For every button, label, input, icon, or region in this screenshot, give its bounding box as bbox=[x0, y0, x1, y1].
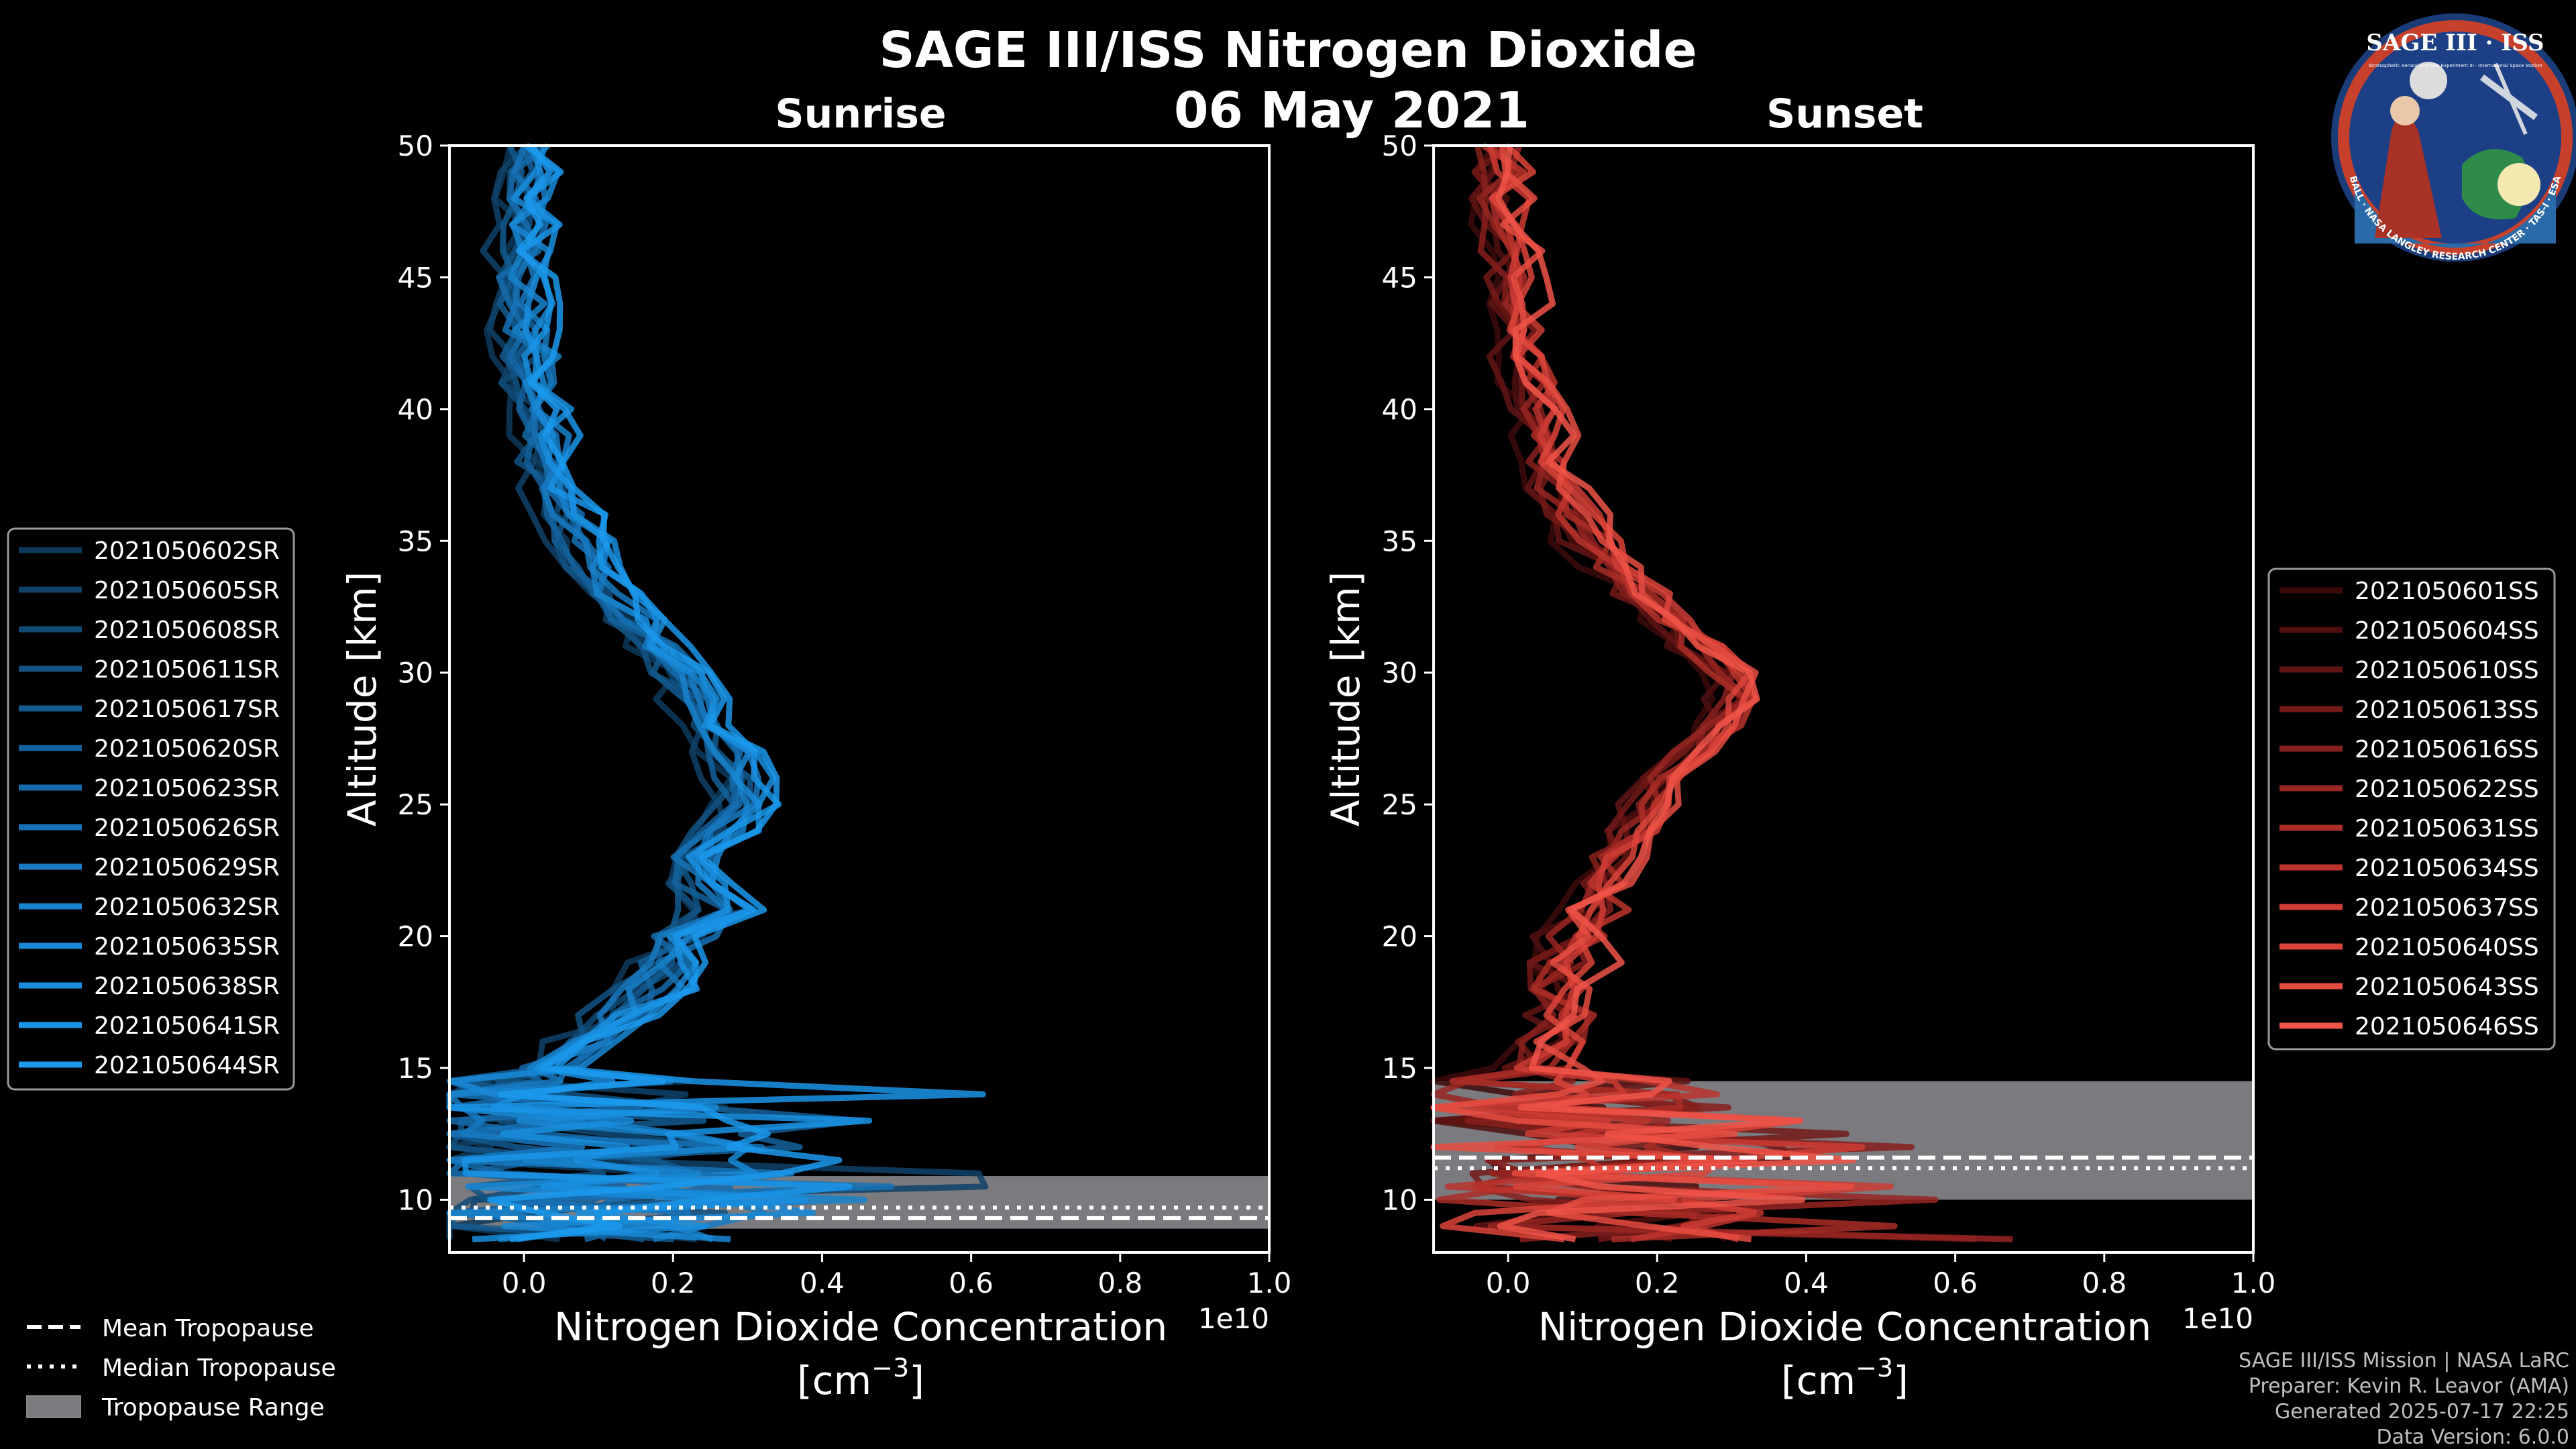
profile-line-2021050644SR bbox=[487, 144, 843, 1242]
profile-line-2021050641SR bbox=[446, 143, 986, 1242]
legend-label-2021050601SS: 2021050601SS bbox=[2355, 578, 2539, 605]
legend-label-2021050622SS: 2021050622SS bbox=[2355, 775, 2539, 803]
legend-label-2021050629SR: 2021050629SR bbox=[94, 854, 280, 881]
sunrise-legend: 2021050602SR 2021050605SR 2021050608SR 2021… bbox=[7, 527, 295, 1091]
x-tick-label: 0.4 bbox=[800, 1267, 845, 1299]
footer-data-version: Data Version: 6.0.0 bbox=[2377, 1426, 2569, 1449]
sunrise-x-scale-label: 1e10 bbox=[1198, 1302, 1269, 1335]
legend-label-2021050641SR: 2021050641SR bbox=[94, 1012, 280, 1040]
median-tropopause-label: Median Tropopause bbox=[102, 1354, 336, 1382]
sunset-legend: 2021050601SS 2021050604SS 2021050610SS 2021… bbox=[2267, 568, 2556, 1051]
sunset-legend-box bbox=[2267, 568, 2556, 1051]
legend-label-2021050604SS: 2021050604SS bbox=[2355, 617, 2539, 645]
sunset-plot-frame bbox=[1432, 144, 2255, 1254]
sun-icon bbox=[2498, 163, 2540, 206]
tropopause-range-label: Tropopause Range bbox=[101, 1394, 325, 1421]
legend-label-2021050638SR: 2021050638SR bbox=[94, 973, 280, 1000]
y-tick-label: 20 bbox=[398, 920, 433, 953]
profile-line-2021050629SR bbox=[446, 144, 795, 1242]
panel-title-sunrise: Sunrise bbox=[775, 91, 946, 138]
legend-label-2021050626SR: 2021050626SR bbox=[94, 814, 280, 842]
legend-label-2021050646SS: 2021050646SS bbox=[2355, 1013, 2539, 1040]
sunrise-y-axis-label: Altitude [km] bbox=[339, 572, 385, 826]
legend-label-2021050611SR: 2021050611SR bbox=[94, 656, 280, 684]
y-tick-label: 20 bbox=[1382, 920, 1417, 953]
sunset-x-axis-label: Nitrogen Dioxide Concentration bbox=[1538, 1304, 2151, 1350]
x-tick-label: 1.0 bbox=[1247, 1267, 1292, 1299]
logo-subtitle: Stratospheric Aerosol and Gas Experiment… bbox=[2368, 63, 2542, 68]
legend-label-2021050602SR: 2021050602SR bbox=[94, 537, 280, 565]
sunrise-plot: 0.0 0.2 0.4 0.6 0.8 1.0 10 15 20 25 30 35 40 45 50 1e… bbox=[339, 129, 1291, 1403]
legend-label-2021050605SR: 2021050605SR bbox=[94, 577, 280, 604]
legend-label-2021050608SR: 2021050608SR bbox=[94, 616, 280, 644]
sunrise-legend-box bbox=[7, 527, 295, 1091]
figure-icon bbox=[2375, 114, 2442, 238]
legend-label-2021050635SR: 2021050635SR bbox=[94, 933, 280, 961]
y-tick-label: 45 bbox=[1382, 261, 1417, 294]
y-tick-label: 50 bbox=[398, 129, 433, 162]
tropopause-range-swatch bbox=[26, 1395, 81, 1418]
sunset-plot: 0.0 0.2 0.4 0.6 0.8 1.0 10 15 20 25 30 35 40 45 50 1e… bbox=[1323, 129, 2275, 1403]
x-tick-label: 0.0 bbox=[1486, 1267, 1531, 1299]
y-tick-label: 40 bbox=[1382, 393, 1417, 426]
x-tick-label: 0.6 bbox=[1933, 1267, 1978, 1299]
logo-title: SAGE III · ISS bbox=[2366, 30, 2544, 56]
x-tick-label: 0.2 bbox=[651, 1267, 696, 1299]
y-tick-label: 35 bbox=[398, 525, 433, 557]
y-tick-label: 30 bbox=[398, 657, 433, 690]
legend-label-2021050644SR: 2021050644SR bbox=[94, 1052, 280, 1079]
legend-label-2021050634SS: 2021050634SS bbox=[2355, 855, 2539, 882]
y-tick-label: 50 bbox=[1382, 129, 1417, 162]
legend-label-2021050632SR: 2021050632SR bbox=[94, 894, 280, 921]
figure-date: 06 May 2021 bbox=[1174, 82, 1529, 140]
sunset-x-scale-label: 1e10 bbox=[2182, 1302, 2253, 1335]
moon-icon bbox=[2410, 62, 2447, 99]
sunset-y-axis-label: Altitude [km] bbox=[1323, 572, 1368, 826]
x-tick-label: 1.0 bbox=[2231, 1267, 2276, 1299]
legend-label-2021050637SS: 2021050637SS bbox=[2355, 894, 2539, 922]
y-tick-label: 25 bbox=[398, 788, 433, 821]
sunrise-x-axis-label: Nitrogen Dioxide Concentration bbox=[554, 1304, 1167, 1350]
sunrise-x-axis-unit: [cm−3] bbox=[797, 1353, 924, 1403]
y-tick-label: 25 bbox=[1382, 788, 1417, 821]
legend-label-2021050631SS: 2021050631SS bbox=[2355, 815, 2539, 843]
footer-mission: SAGE III/ISS Mission | NASA LaRC bbox=[2239, 1349, 2569, 1373]
legend-label-2021050610SS: 2021050610SS bbox=[2355, 657, 2539, 684]
y-tick-label: 10 bbox=[398, 1183, 433, 1216]
x-tick-label: 0.2 bbox=[1635, 1267, 1680, 1299]
mean-tropopause-label: Mean Tropopause bbox=[102, 1315, 314, 1342]
x-tick-label: 0.8 bbox=[2082, 1267, 2127, 1299]
y-tick-label: 40 bbox=[398, 393, 433, 426]
y-tick-label: 35 bbox=[1382, 525, 1417, 557]
y-tick-label: 30 bbox=[1382, 657, 1417, 690]
panel-title-sunset: Sunset bbox=[1766, 91, 1923, 138]
legend-label-2021050643SS: 2021050643SS bbox=[2355, 973, 2539, 1001]
sage-iii-iss-logo: SAGE III · ISS Stratospheric Aerosol and… bbox=[2331, 13, 2576, 262]
profile-line-2021050646SS bbox=[1495, 145, 1856, 1242]
footer-preparer: Preparer: Kevin R. Leavor (AMA) bbox=[2249, 1375, 2569, 1398]
x-tick-label: 0.4 bbox=[1784, 1267, 1829, 1299]
x-tick-label: 0.0 bbox=[502, 1267, 547, 1299]
sunset-x-axis-unit: [cm−3] bbox=[1781, 1353, 1909, 1403]
legend-label-2021050623SR: 2021050623SR bbox=[94, 775, 280, 802]
y-tick-label: 15 bbox=[1382, 1052, 1417, 1085]
legend-label-2021050620SR: 2021050620SR bbox=[94, 735, 280, 763]
legend-label-2021050617SR: 2021050617SR bbox=[94, 696, 280, 723]
earth-icon bbox=[2355, 178, 2556, 248]
figure-title: SAGE III/ISS Nitrogen Dioxide bbox=[879, 21, 1697, 79]
profile-line-2021050620SR bbox=[446, 144, 864, 1242]
legend-label-2021050613SS: 2021050613SS bbox=[2355, 696, 2539, 724]
y-tick-label: 10 bbox=[1382, 1183, 1417, 1216]
legend-label-2021050640SS: 2021050640SS bbox=[2355, 934, 2539, 961]
footer-credits: SAGE III/ISS Mission | NASA LaRC Prepare… bbox=[2239, 1349, 2569, 1449]
x-tick-label: 0.6 bbox=[949, 1267, 994, 1299]
tropopause-legend: Mean Tropopause Median Tropopause Tropop… bbox=[26, 1315, 336, 1421]
sunrise-plot-frame bbox=[448, 144, 1271, 1254]
y-tick-label: 15 bbox=[398, 1052, 433, 1085]
x-tick-label: 0.8 bbox=[1097, 1267, 1142, 1299]
y-tick-label: 45 bbox=[398, 261, 433, 294]
legend-label-2021050616SS: 2021050616SS bbox=[2355, 736, 2539, 763]
footer-generated: Generated 2025-07-17 22:25 bbox=[2275, 1400, 2569, 1424]
